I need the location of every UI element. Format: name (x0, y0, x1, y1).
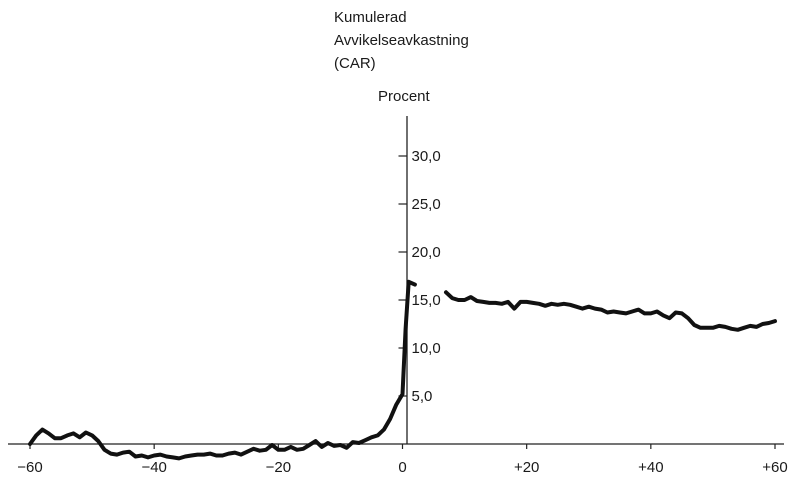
y-tick-label: 5,0 (412, 388, 433, 405)
y-tick-label: 25,0 (412, 196, 441, 213)
y-axis-ticks: 5,0 10,0 15,0 20,0 25,0 30,0 (398, 148, 441, 405)
y-axis-title-line-1: Kumulerad (334, 9, 407, 26)
y-axis-title-line-2: Avvikelseavkastning (334, 32, 469, 49)
car-line-pre-event (28, 279, 417, 461)
x-tick-label: +20 (514, 459, 539, 476)
y-axis-unit: Procent (378, 88, 431, 105)
series-layer (28, 279, 777, 461)
x-tick-label: 0 (398, 459, 406, 476)
y-tick-label: 15,0 (412, 292, 441, 309)
car-line-post-event (444, 290, 777, 332)
x-tick-label: +60 (762, 459, 787, 476)
y-axis-title: Kumulerad Avvikelseavkastning (CAR) Proc… (334, 9, 469, 105)
y-tick-label: 30,0 (412, 148, 441, 165)
x-tick-label: +40 (638, 459, 663, 476)
y-tick-label: 10,0 (412, 340, 441, 357)
y-axis-title-line-3: (CAR) (334, 55, 376, 72)
x-tick-label: −20 (266, 459, 291, 476)
x-tick-label: −40 (141, 459, 166, 476)
x-axis-ticks: −60 −40 −20 0 +20 +40 +60 (17, 444, 788, 476)
y-tick-label: 20,0 (412, 244, 441, 261)
x-tick-label: −60 (17, 459, 42, 476)
